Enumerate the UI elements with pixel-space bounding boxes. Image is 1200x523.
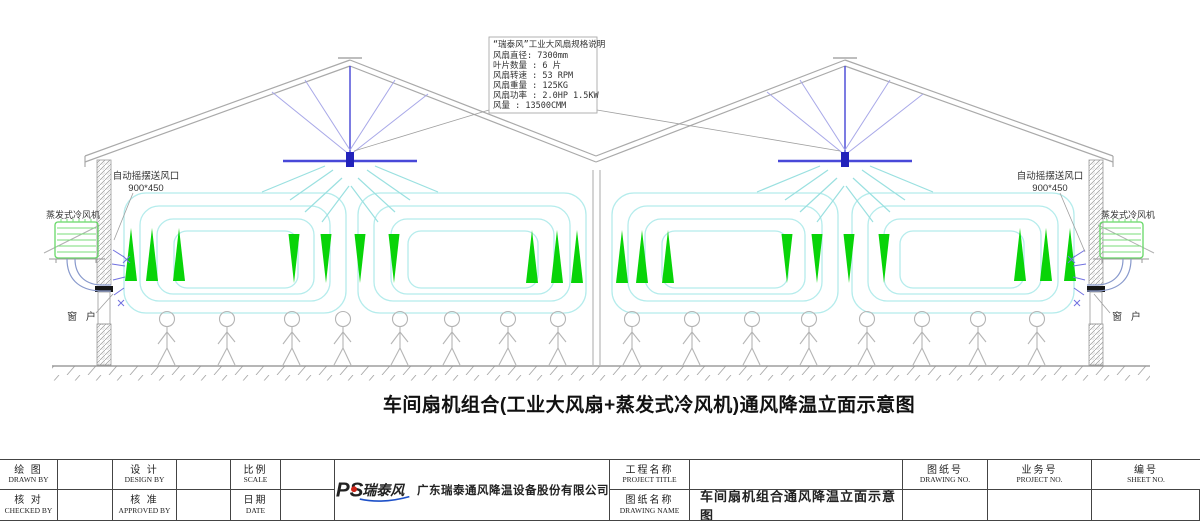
right-cool-air-spray xyxy=(1067,249,1087,307)
elevation-drawing: “瑞泰风”工业大风扇规格说明 风扇直径: 7300mm 叶片数量 : 6 片 风… xyxy=(43,36,1155,381)
spec-line: 叶片数量 : 6 片 xyxy=(493,60,561,71)
spec-line: 风扇直径: 7300mm xyxy=(493,50,568,61)
approved-by-value xyxy=(177,490,231,520)
logo-mark: PS xyxy=(336,479,364,502)
left-evaporative-cooler xyxy=(43,219,111,292)
company-name: 广东瑞泰通风降温设备股份有限公司 xyxy=(417,485,609,497)
checked-by-value xyxy=(58,490,113,520)
design-by-label: 设 计 DESIGN BY xyxy=(113,460,177,490)
drawing-no-label: 图纸号 DRAWING NO. xyxy=(903,460,988,490)
drawing-name-value: 车间扇机组合通风降温立面示意图 xyxy=(690,490,903,520)
logo-swoosh xyxy=(359,495,410,502)
left-wall xyxy=(95,159,113,366)
approved-by-label: 核 准 APPROVED BY xyxy=(113,490,177,520)
drawing-title: 车间扇机组合(工业大风扇+蒸发式冷风机)通风降温立面示意图 xyxy=(382,395,916,416)
fan-jet-lines xyxy=(261,165,934,223)
drawn-by-label: 绘 图 DRAWN BY xyxy=(0,460,58,490)
right-outlet-label: 自动摇摆送风口 xyxy=(1017,170,1084,182)
drawing-no-value xyxy=(903,490,988,520)
left-cool-air-spray xyxy=(111,249,131,307)
left-cooler-label: 蒸发式冷风机 xyxy=(46,209,100,220)
right-cooler-label: 蒸发式冷风机 xyxy=(1101,209,1155,220)
project-title-value xyxy=(690,460,903,490)
project-title-label: 工程名称 PROJECT TITLE xyxy=(610,460,690,490)
spec-title: “瑞泰风”工业大风扇规格说明 xyxy=(493,39,605,50)
logo-dot xyxy=(351,486,357,493)
airflow-streamlines xyxy=(123,192,1075,314)
spec-line: 风量 : 13500CMM xyxy=(493,101,566,111)
workers xyxy=(157,310,1046,366)
right-evaporative-cooler xyxy=(1087,219,1155,292)
fan-hub xyxy=(841,152,849,167)
title-block-signatures: 绘 图 DRAWN BY 设 计 DESIGN BY 比例 SCALE 核 对 … xyxy=(0,460,335,520)
sheet-no-label: 编号 SHEET NO. xyxy=(1092,460,1200,490)
company-logo: PS 瑞泰风 xyxy=(336,479,410,502)
leader-lines xyxy=(95,109,1111,314)
title-block-names: 工程名称 PROJECT TITLE 图纸名称 DRAWING NAME 车间扇… xyxy=(610,460,903,520)
scale-value xyxy=(281,460,335,490)
left-window xyxy=(97,291,111,325)
roof-structure xyxy=(84,57,1114,167)
scale-label: 比例 SCALE xyxy=(231,460,281,490)
project-no-label: 业务号 PROJECT NO. xyxy=(988,460,1092,490)
spec-line: 风扇功率 : 2.0HP 1.5KW xyxy=(493,90,600,101)
sheet-no-value xyxy=(1092,490,1200,520)
logo-wordmark: 瑞泰风 xyxy=(362,482,405,498)
title-block: 绘 图 DRAWN BY 设 计 DESIGN BY 比例 SCALE 核 对 … xyxy=(0,459,1200,521)
left-outlet-label: 自动摇摆送风口 xyxy=(113,170,180,182)
checked-by-label: 核 对 CHECKED BY xyxy=(0,490,58,520)
annotations: 自动摇摆送风口 900*450 自动摇摆送风口 900*450 蒸发式冷风机 蒸… xyxy=(46,170,1155,323)
right-window-label: 窗 户 xyxy=(1112,310,1144,323)
right-hvls-fan xyxy=(766,66,924,167)
title-block-numbers: 图纸号 DRAWING NO. 业务号 PROJECT NO. 编号 SHEET… xyxy=(903,460,1200,520)
date-value xyxy=(281,490,335,520)
drawn-by-value xyxy=(58,460,113,490)
left-window-label: 窗 户 xyxy=(67,310,99,323)
spec-line: 风扇转速 : 53 RPM xyxy=(493,70,573,81)
spec-line: 风扇重量 : 125KG xyxy=(493,80,568,91)
left-outlet-size: 900*450 xyxy=(128,183,163,194)
ground xyxy=(52,365,1150,381)
drawing-name-label: 图纸名称 DRAWING NAME xyxy=(610,490,690,520)
center-column xyxy=(592,170,601,365)
right-outlet-size: 900*450 xyxy=(1032,183,1067,194)
design-by-value xyxy=(177,460,231,490)
fan-spec-box: “瑞泰风”工业大风扇规格说明 风扇直径: 7300mm 叶片数量 : 6 片 风… xyxy=(488,36,605,114)
left-hvls-fan xyxy=(271,66,429,167)
project-no-value xyxy=(988,490,1092,520)
company-logo-cell: PS 瑞泰风 广东瑞泰通风降温设备股份有限公司 xyxy=(335,460,610,520)
fan-hub xyxy=(346,152,354,167)
date-label: 日期 DATE xyxy=(231,490,281,520)
